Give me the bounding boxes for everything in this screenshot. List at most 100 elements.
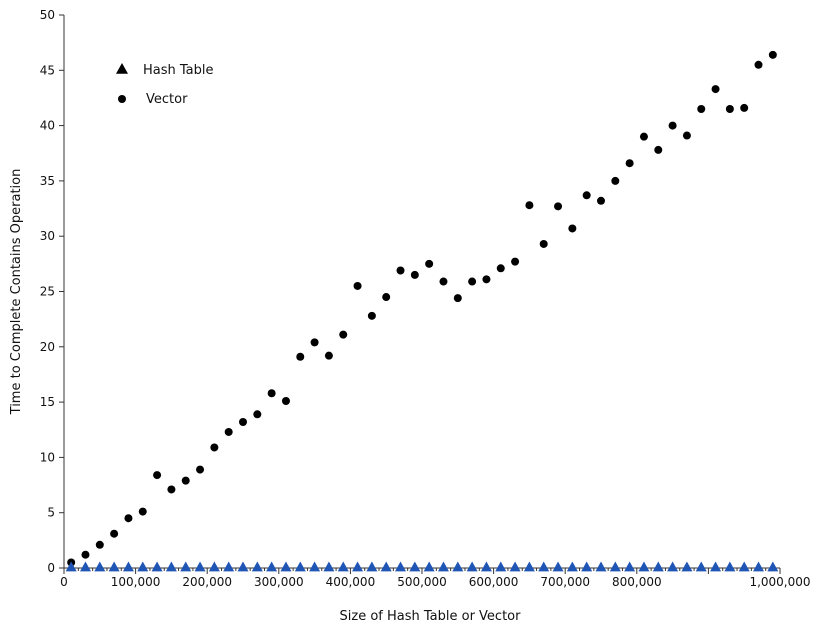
x-tick-label: 300,000 <box>254 575 304 589</box>
x-tick-label: 0 <box>60 575 68 589</box>
vector-point <box>539 239 548 248</box>
x-tick-label: 1,000,000 <box>749 575 810 589</box>
hash-table-point <box>437 561 449 572</box>
vector-point <box>768 50 777 59</box>
y-tick-label: 0 <box>47 561 55 575</box>
vector-point <box>439 277 448 286</box>
hash-table-point <box>466 561 478 572</box>
hash-table-point <box>280 561 292 572</box>
vector-point <box>525 201 534 210</box>
hash-table-point <box>552 561 564 572</box>
vector-point <box>110 529 119 538</box>
hash-table-point <box>452 561 464 572</box>
legend-hash-table-label: Hash Table <box>143 63 214 78</box>
y-tick-label: 45 <box>40 63 55 77</box>
y-tick-label: 10 <box>40 450 55 464</box>
hash-table-point <box>523 561 535 572</box>
y-axis-title: Time to Complete Contains Operation <box>9 169 24 416</box>
hash-table-point <box>638 561 650 572</box>
vector-point <box>124 514 133 523</box>
hash-table-point <box>79 561 91 572</box>
x-tick-label: 200,000 <box>182 575 232 589</box>
vector-point <box>482 275 491 284</box>
x-tick-label: 600,000 <box>469 575 519 589</box>
legend-vector-label: Vector <box>146 92 188 107</box>
x-axis-title: Size of Hash Table or Vector <box>340 609 522 624</box>
hash-table-point <box>251 561 263 572</box>
vector-point <box>425 259 434 268</box>
hash-table-point <box>337 561 349 572</box>
vector-point <box>210 443 219 452</box>
vector-point <box>367 311 376 320</box>
hash-table-point <box>681 561 693 572</box>
vector-point <box>181 476 190 485</box>
hash-table-point <box>724 561 736 572</box>
vector-point <box>611 176 620 185</box>
vector-point <box>224 427 233 436</box>
marks-layer <box>65 50 779 572</box>
axes-layer: 0 5 10 15 20 25 30 35 40 45 50 0 100,000 200,000 300,0… <box>40 8 811 589</box>
hash-table-point <box>352 561 364 572</box>
y-tick-label: 5 <box>47 506 55 520</box>
vector-point <box>682 131 691 140</box>
hash-table-point <box>652 561 664 572</box>
hash-table-point <box>480 561 492 572</box>
vector-point <box>310 338 319 347</box>
x-tick-label: 800,000 <box>612 575 662 589</box>
legend: Hash Table Vector <box>116 63 214 107</box>
hash-table-point <box>165 561 177 572</box>
hash-table-point <box>609 561 621 572</box>
y-tick-label: 50 <box>40 8 55 22</box>
hash-table-point <box>566 561 578 572</box>
vector-point <box>138 507 147 516</box>
vector-point <box>410 270 419 279</box>
vector-point <box>639 132 648 141</box>
hash-table-point <box>395 561 407 572</box>
vector-point <box>496 264 505 273</box>
vector-point <box>668 121 677 130</box>
hash-table-point <box>65 561 77 572</box>
hash-table-point <box>137 561 149 572</box>
hash-table-point <box>495 561 507 572</box>
vector-point <box>339 330 348 339</box>
hash-table-point <box>180 561 192 572</box>
hash-table-point <box>538 561 550 572</box>
legend-hash-table-marker <box>116 63 128 74</box>
hash-table-point <box>223 561 235 572</box>
x-tick-label: 500,000 <box>397 575 447 589</box>
vector-point <box>597 196 605 205</box>
hash-table-point <box>767 561 779 572</box>
vector-point <box>281 396 290 405</box>
vector-point <box>267 389 276 398</box>
vector-point <box>196 465 205 474</box>
hash-table-point <box>695 561 707 572</box>
hash-table-point <box>738 561 750 572</box>
x-tick-label: 100,000 <box>111 575 161 589</box>
hash-table-point <box>710 561 722 572</box>
y-tick-label: 40 <box>40 119 55 133</box>
vector-point <box>511 257 520 266</box>
x-tick-label: 700,000 <box>540 575 590 589</box>
vector-point <box>382 293 391 302</box>
hash-table-point <box>753 561 765 572</box>
hash-table-point <box>423 561 435 572</box>
y-tick-label: 35 <box>40 174 55 188</box>
hash-table-point <box>108 561 120 572</box>
vector-point <box>554 202 563 211</box>
hash-table-point <box>194 561 206 572</box>
vector-point <box>711 85 720 94</box>
hash-table-point <box>509 561 521 572</box>
y-tick-label: 25 <box>40 285 55 299</box>
hash-table-point <box>624 561 636 572</box>
hash-table-point <box>237 561 249 572</box>
vector-point <box>654 145 663 154</box>
hash-table-point <box>409 561 421 572</box>
vector-point <box>453 294 462 303</box>
y-tick-label: 30 <box>40 229 55 243</box>
x-tick-label: 400,000 <box>326 575 376 589</box>
hash-table-point <box>94 561 106 572</box>
hash-table-point <box>667 561 679 572</box>
vector-point <box>296 352 305 361</box>
vector-point <box>253 410 262 419</box>
